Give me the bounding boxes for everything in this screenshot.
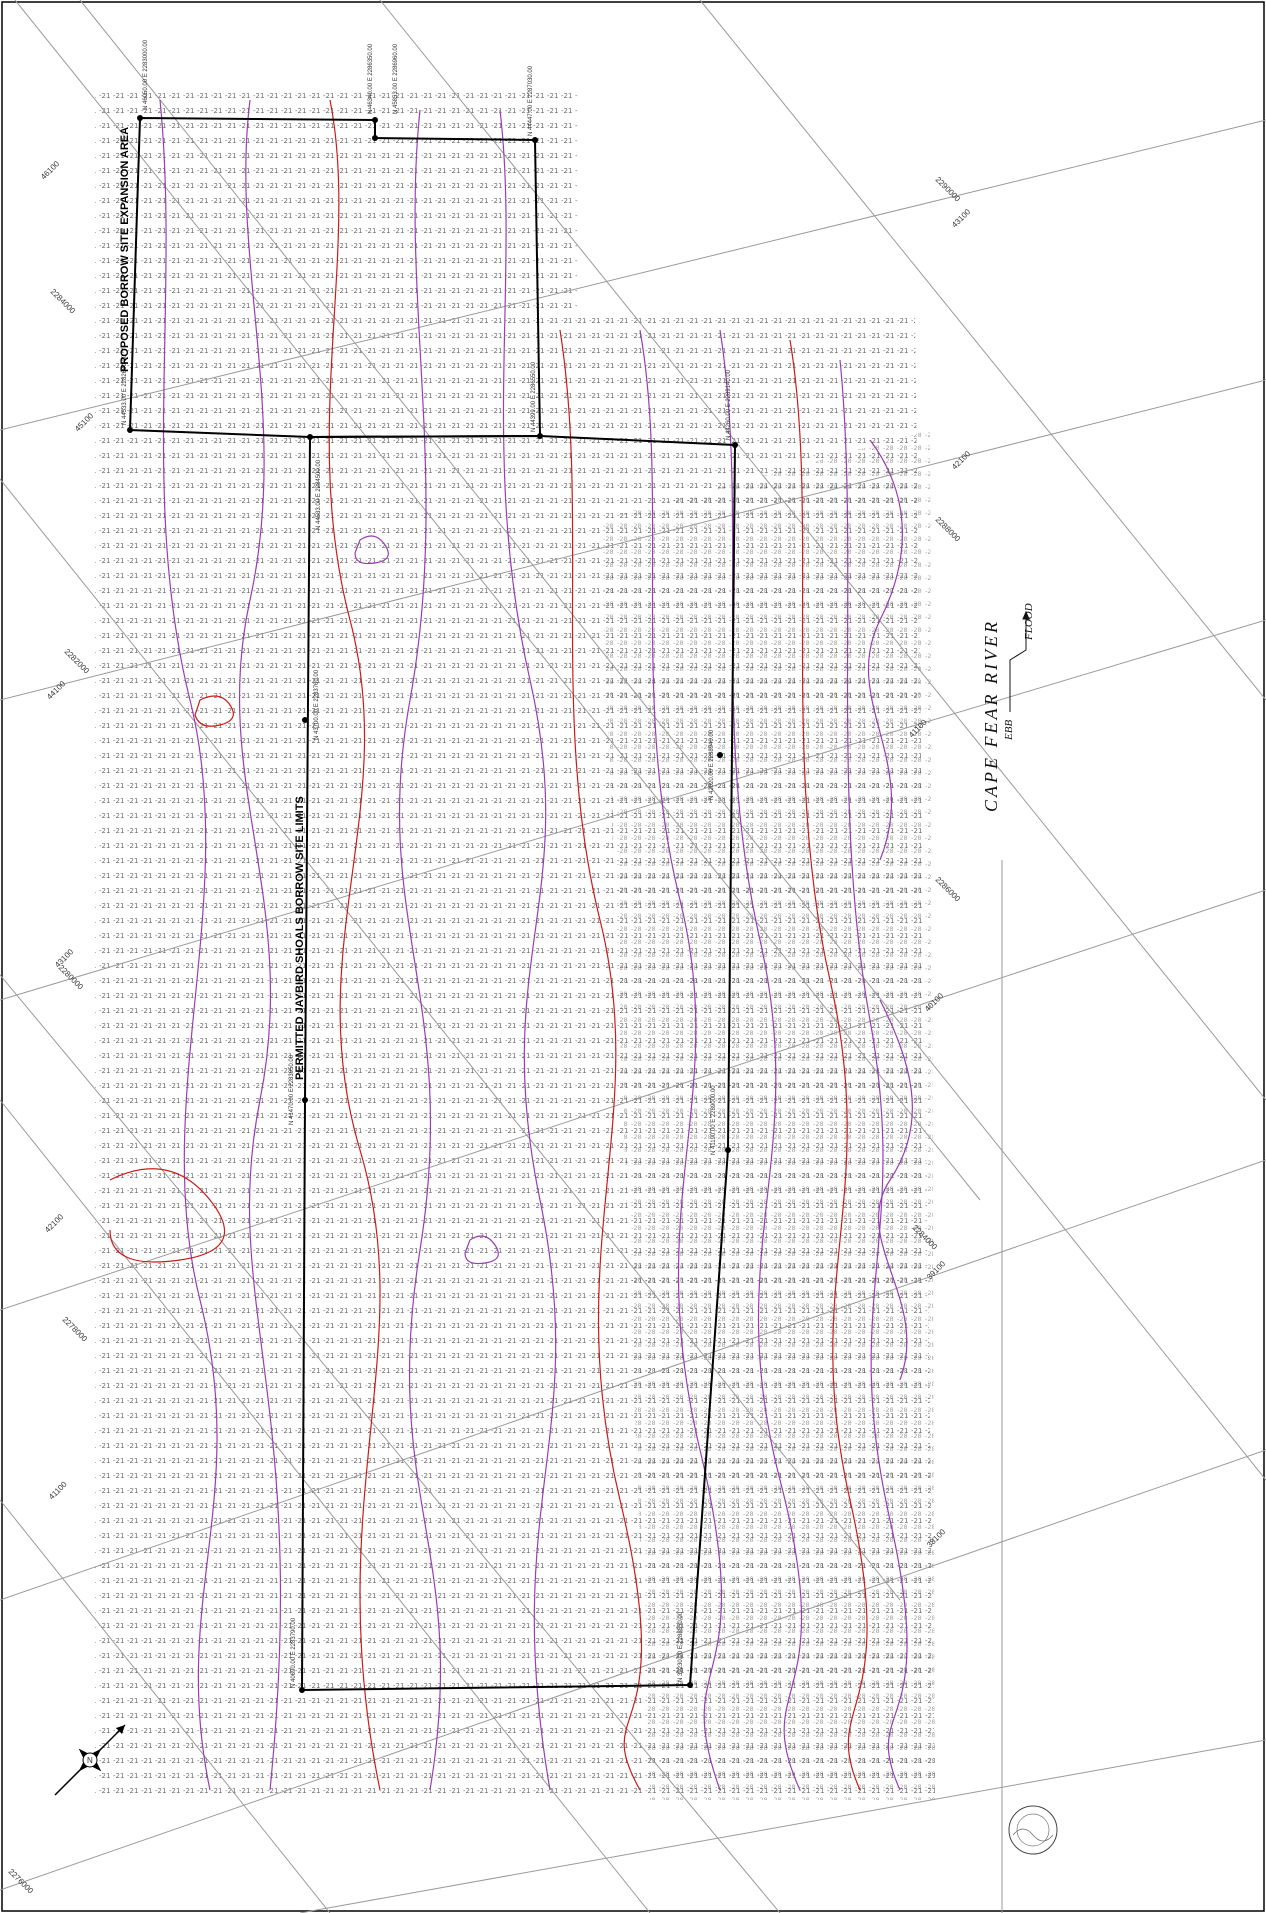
- northing-label: 42100: [43, 1212, 65, 1234]
- vertex-label: N 41190.00 E 2289000.00: [711, 1085, 717, 1155]
- vertex-label: N 42020.00 E 2288940.00: [709, 729, 715, 800]
- tide-arrows-icon: [1009, 610, 1030, 712]
- vertex-label: N 41470.00 E 2283950.00: [289, 1054, 295, 1125]
- vertex-label: N 40690.00 E 2283790.00: [291, 1617, 297, 1688]
- vertex-label: N 46050.00 E 2283000.00: [143, 39, 149, 110]
- vertex-label: N 44399.00 E 2286550.00: [531, 361, 537, 432]
- northing-label: 41100: [47, 1479, 69, 1501]
- vertex-label: N 44447.00 E 2287030.00: [528, 65, 534, 136]
- easting-label: 2286000: [934, 875, 963, 904]
- easting-label: 2280000: [57, 963, 86, 992]
- permitted-site-title: PERMITTED JAYBIRD SHOALS BORROW SITE LIM…: [294, 796, 306, 1080]
- compass-rose-icon: N: [54, 1724, 126, 1796]
- vertex-label: N 44533.00 E 2284500.00: [316, 459, 322, 530]
- easting-label: 2276000: [7, 1867, 36, 1896]
- vertex-label: N 46340.00 E 2286350.00: [368, 43, 374, 114]
- vertex-label: N 44260.00 E 2289140.00: [726, 369, 732, 440]
- northing-label: 42100: [950, 449, 972, 471]
- permitted-site-boundary: [300, 434, 737, 1692]
- vertex-label: N 43700.00 E 2283760.00: [314, 669, 320, 740]
- easting-label: 2284000: [49, 287, 78, 316]
- easting-label: 2288000: [934, 515, 963, 544]
- northing-label: 43100: [950, 207, 972, 229]
- vertex-coordinate-labels: N 46050.00 E 2283000.00 N 46340.00 E 228…: [122, 39, 732, 1688]
- vertex-label: N 45853.00 E 2286960.00: [393, 43, 399, 114]
- flood-label: FLOOD: [1023, 603, 1035, 641]
- easting-label: 2278000: [61, 1315, 90, 1344]
- engineer-seal-icon: [1008, 1805, 1058, 1855]
- northing-label: 45100: [73, 411, 95, 433]
- north-letter: N: [87, 1756, 93, 1765]
- vertex-label: N 39230.00 E 2288550.00: [678, 1611, 684, 1682]
- vertex-label: N 44533.00 E 2282660.00: [122, 354, 128, 425]
- vertex-markers: [127, 115, 738, 1693]
- easting-label: 2282000: [63, 647, 92, 676]
- river-label: CAPE FEAR RIVER: [981, 619, 1001, 812]
- northing-label: 44100: [45, 679, 67, 701]
- sounding-field-shoal: [600, 430, 935, 1800]
- ebb-label: EBB: [1003, 720, 1015, 741]
- easting-label: 2290000: [934, 175, 963, 204]
- expansion-area-title: PROPOSED BORROW SITE EXPANSION AREA: [119, 127, 131, 372]
- northing-label: 46100: [39, 159, 61, 181]
